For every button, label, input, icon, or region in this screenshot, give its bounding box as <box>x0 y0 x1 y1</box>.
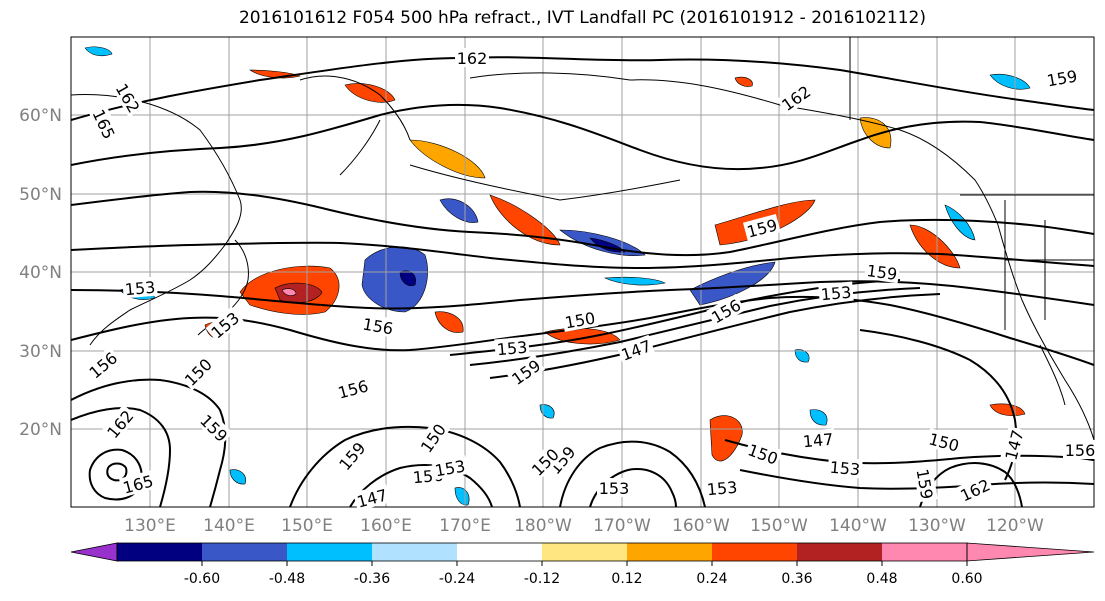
positive-anomaly-patch <box>734 76 753 87</box>
lon-label: 140°W <box>829 516 887 536</box>
lat-label: 20°N <box>19 420 62 440</box>
contour-label: 159 <box>865 261 898 284</box>
coastline-north-america <box>997 224 1094 441</box>
negative-anomaly-patch <box>84 46 113 57</box>
negative-anomaly-patch <box>439 198 479 223</box>
positive-anomaly-patch <box>434 311 464 333</box>
lon-label: 130°E <box>124 516 176 536</box>
contour-label: 153 <box>829 458 861 480</box>
colorbar-tick-label: -0.24 <box>439 571 475 587</box>
colorbar-tick-label: 0.24 <box>696 571 727 587</box>
positive-anomaly-patch <box>281 288 297 296</box>
negative-anomaly-patch <box>539 404 555 419</box>
colorbar-tick-label: 0.36 <box>781 571 812 587</box>
lon-label: 120°W <box>986 516 1044 536</box>
colorbar-tick-label: 0.60 <box>951 571 982 587</box>
contour-label: 162 <box>457 49 488 68</box>
colorbar-segment <box>797 543 882 561</box>
contour-label: 153 <box>820 283 852 305</box>
negative-anomaly-patch <box>603 276 666 286</box>
colorbar-tick-label: -0.36 <box>354 571 390 587</box>
lon-label: 140°E <box>203 516 255 536</box>
lon-label: 180°W <box>514 516 572 536</box>
colorbar-tick-label: -0.12 <box>524 571 560 587</box>
negative-anomaly-patch <box>989 73 1031 90</box>
colorbar-tick-label: -0.48 <box>269 571 305 587</box>
longitude-labels: 130°E 140°E 150°E 160°E 170°E 180°W 170°… <box>124 516 1044 536</box>
negative-anomaly-patch <box>454 487 470 506</box>
colorbar-segment <box>457 543 542 561</box>
lat-label: 30°N <box>19 342 62 362</box>
colorbar-segment <box>882 543 967 561</box>
negative-anomaly-patch <box>809 409 828 426</box>
positive-anomaly-patch <box>989 403 1026 416</box>
positive-anomaly-patch <box>409 139 486 179</box>
colorbar-tick-label: -0.60 <box>184 571 220 587</box>
colorbar-segment <box>117 543 202 561</box>
colorbar-segment <box>287 543 372 561</box>
negative-anomaly-patch <box>399 270 416 287</box>
lon-label: 160°E <box>360 516 412 536</box>
border-canada-us <box>849 37 1094 196</box>
lon-label: 160°W <box>672 516 730 536</box>
colorbar-segment <box>712 543 797 561</box>
contour-label: 153 <box>706 478 738 500</box>
coastline-kamchatka <box>299 75 411 176</box>
colorbar-extension-low <box>70 542 118 562</box>
contour-label: 147 <box>802 430 834 452</box>
coastline-asia <box>71 94 242 346</box>
negative-anomaly-patch <box>229 469 246 485</box>
positive-anomaly-patch <box>709 415 743 462</box>
map-title: 2016101612 F054 500 hPa refract., IVT La… <box>238 8 926 28</box>
coastline-baja <box>1039 344 1066 406</box>
colorbar: -0.60 -0.48 -0.36 -0.24 -0.12 0.12 0.24 … <box>70 542 1095 587</box>
contour-label: 153 <box>124 278 156 300</box>
colorbar-segment <box>372 543 457 561</box>
contour-label: 153 <box>599 479 630 498</box>
negative-anomaly-patch <box>689 261 776 306</box>
coastline-alaska <box>469 72 999 226</box>
colorbar-tick-label: 0.48 <box>866 571 897 587</box>
negative-anomaly-patch <box>794 349 810 363</box>
lon-label: 170°E <box>439 516 491 536</box>
coastline-aleutians <box>409 164 681 201</box>
contour-label: 153 <box>496 338 528 360</box>
colorbar-segment <box>627 543 712 561</box>
lat-label: 50°N <box>19 185 62 205</box>
lon-label: 130°W <box>908 516 966 536</box>
lon-label: 150°E <box>281 516 333 536</box>
map-graticule <box>71 37 1094 507</box>
lon-label: 150°W <box>750 516 808 536</box>
lat-label: 40°N <box>19 263 62 283</box>
contour-label: 156 <box>1065 441 1096 460</box>
positive-anomaly-patch <box>909 224 961 269</box>
latitude-labels: 60°N 50°N 40°N 30°N 20°N <box>19 106 62 440</box>
colorbar-extension-high <box>966 542 1095 562</box>
colorbar-segment <box>542 543 627 561</box>
plot-frame <box>70 36 1095 508</box>
coastlines <box>71 37 1094 441</box>
colorbar-tick-label: 0.12 <box>611 571 642 587</box>
lat-label: 60°N <box>19 106 62 126</box>
colorbar-segment <box>202 543 287 561</box>
lon-label: 170°W <box>593 516 651 536</box>
